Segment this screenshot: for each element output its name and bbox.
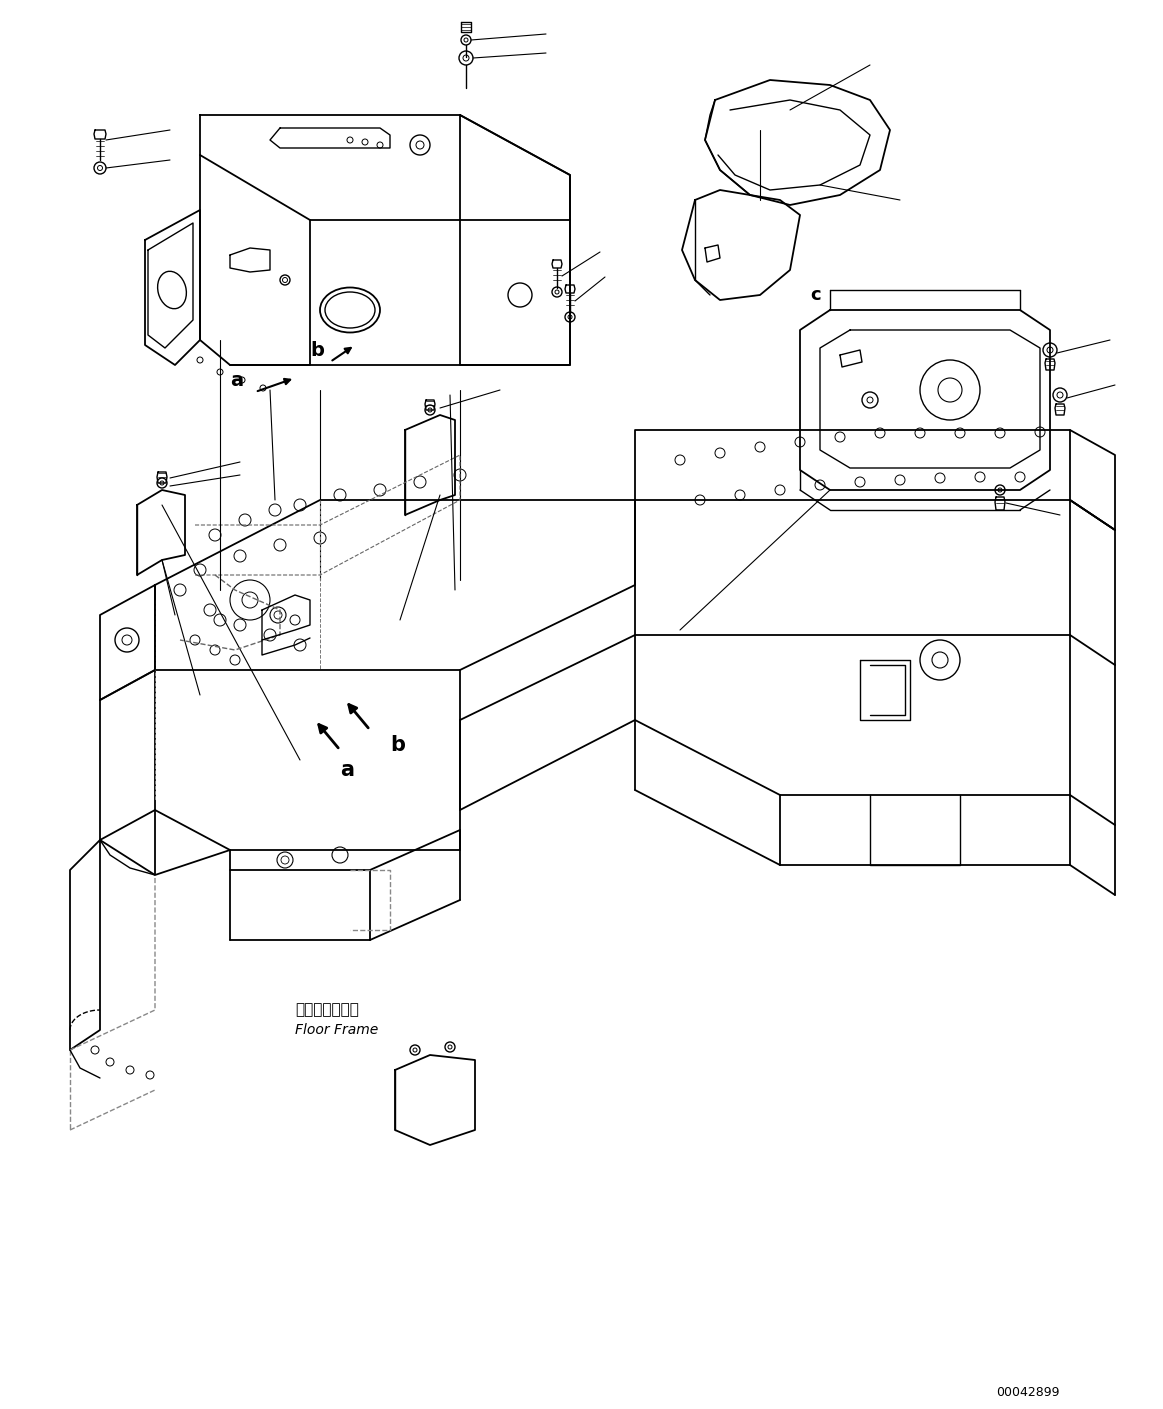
- Text: a: a: [340, 759, 354, 781]
- Circle shape: [240, 378, 245, 383]
- Circle shape: [217, 369, 223, 375]
- Text: 00042899: 00042899: [997, 1386, 1059, 1399]
- Circle shape: [197, 356, 204, 364]
- Text: a: a: [230, 371, 243, 389]
- Text: b: b: [390, 735, 405, 755]
- Text: Floor Frame: Floor Frame: [295, 1023, 378, 1037]
- Text: フロアフレーム: フロアフレーム: [295, 1002, 359, 1017]
- Text: b: b: [311, 341, 323, 359]
- Circle shape: [261, 385, 266, 392]
- Text: c: c: [809, 286, 821, 304]
